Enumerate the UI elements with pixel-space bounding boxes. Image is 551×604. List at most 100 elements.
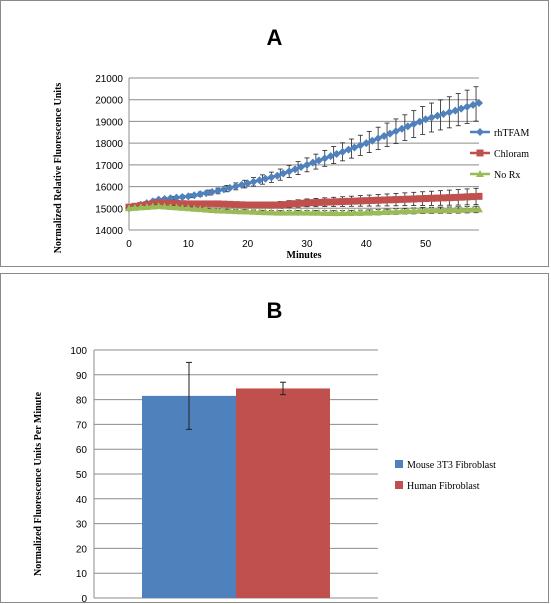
data-point [362, 208, 371, 216]
data-point [332, 150, 341, 158]
data-point [475, 192, 483, 200]
data-point [427, 113, 436, 122]
data-point [190, 191, 199, 200]
y-tick-label: 18000 [95, 139, 123, 150]
data-point [380, 196, 388, 204]
data-point [291, 200, 299, 208]
data-point [380, 207, 389, 215]
x-tick-label: 40 [361, 239, 373, 250]
data-point [190, 200, 198, 208]
data-point [356, 197, 364, 205]
data-point [297, 199, 305, 207]
x-tick-label: 0 [126, 239, 132, 250]
data-point [309, 199, 317, 207]
y-tick-label: 20 [76, 544, 88, 555]
data-point [368, 208, 377, 216]
data-point [469, 205, 478, 213]
data-point [469, 100, 478, 109]
y-tick-label: 90 [76, 371, 88, 382]
data-point [338, 208, 347, 216]
data-point [273, 171, 282, 180]
data-point [285, 167, 294, 176]
data-point [427, 206, 436, 214]
data-point [279, 201, 287, 209]
legend-marker [476, 149, 484, 157]
data-point [338, 147, 347, 156]
data-point [261, 174, 270, 183]
data-point [178, 200, 186, 208]
data-point [231, 207, 240, 215]
data-point [344, 145, 353, 154]
data-point [428, 194, 436, 202]
x-tick-label: 50 [420, 239, 432, 250]
data-point [267, 201, 275, 209]
data-point [273, 208, 282, 216]
data-point [469, 193, 477, 201]
data-point [232, 201, 240, 209]
data-point [409, 206, 418, 214]
data-point [326, 152, 335, 161]
data-point [439, 110, 448, 119]
data-point [433, 206, 442, 214]
data-point [344, 208, 353, 216]
legend-swatch [395, 460, 403, 468]
data-point [386, 196, 394, 204]
data-point [148, 202, 157, 210]
data-point [213, 186, 222, 195]
legend-label: Mouse 3T3 Fibroblast [407, 460, 496, 471]
data-point [267, 173, 276, 182]
data-point [213, 206, 222, 214]
data-point [250, 201, 258, 209]
data-point [196, 200, 204, 208]
data-point [273, 201, 281, 209]
data-point [202, 189, 211, 198]
data-point [184, 192, 193, 201]
data-point [261, 201, 269, 209]
data-point [362, 197, 370, 205]
data-point [386, 129, 395, 138]
data-point [332, 209, 341, 217]
x-tick-label: 20 [242, 239, 254, 250]
data-point [219, 185, 228, 194]
data-point [297, 208, 306, 216]
data-point [445, 108, 454, 117]
data-point [249, 207, 258, 215]
data-point [350, 208, 359, 216]
data-point [403, 207, 412, 215]
data-point [208, 206, 217, 214]
data-point [356, 208, 365, 216]
y-tick-label: 21000 [95, 74, 123, 85]
data-point [314, 156, 323, 165]
y-tick-label: 80 [76, 396, 88, 407]
data-point [463, 102, 472, 111]
data-point [297, 163, 306, 172]
y-axis-label: Normalized Fluorescence Units Per Minute [33, 391, 44, 576]
data-point [416, 195, 424, 203]
data-point [190, 204, 199, 212]
data-point [327, 198, 335, 206]
y-tick-label: 14000 [95, 226, 123, 237]
y-tick-label: 19000 [95, 117, 123, 128]
data-point [457, 205, 466, 213]
data-point [320, 208, 329, 216]
chart-a-title: A [266, 25, 283, 50]
data-point [397, 207, 406, 215]
data-point [308, 208, 317, 216]
chart-b-title: B [266, 298, 283, 323]
data-point [243, 207, 252, 215]
data-point [214, 200, 222, 208]
data-point [261, 208, 270, 216]
data-point [160, 202, 169, 210]
x-tick-label: 30 [301, 239, 313, 250]
data-point [451, 193, 459, 201]
chart-a-svg: 14000 15000 16000 17000 18000 19000 20000 21000… [53, 74, 529, 261]
data-point [445, 206, 454, 214]
data-point [386, 207, 395, 215]
data-point [172, 193, 181, 202]
data-point [315, 198, 323, 206]
data-point [368, 196, 376, 204]
data-point [208, 188, 217, 196]
data-point [457, 193, 465, 201]
data-point [410, 195, 418, 203]
data-point [226, 200, 234, 208]
